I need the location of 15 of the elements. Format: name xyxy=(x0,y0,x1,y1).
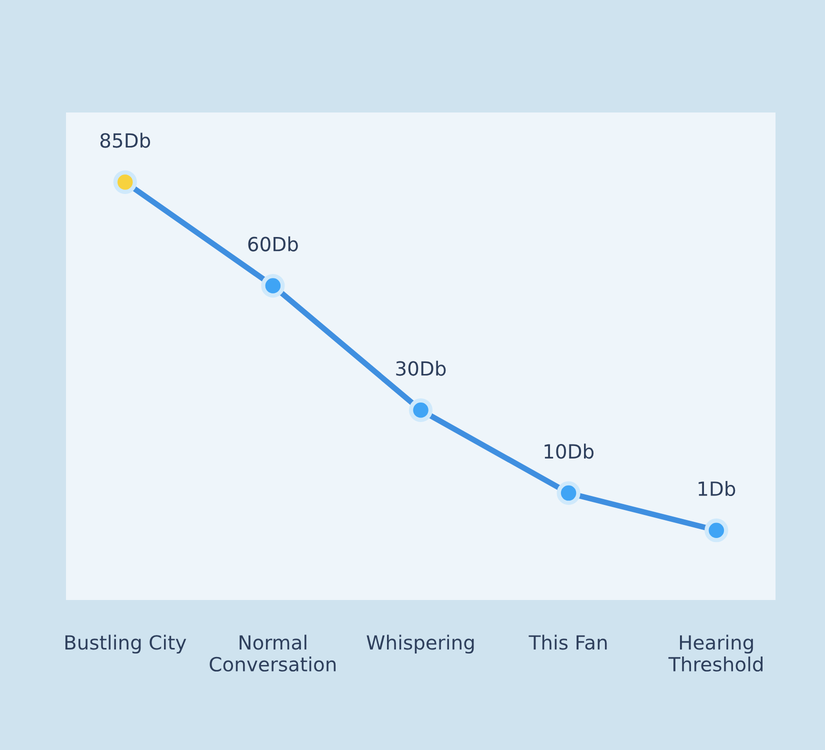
x-tick-label: Normal Conversation xyxy=(210,634,336,672)
point xyxy=(556,481,580,505)
point xyxy=(113,170,137,194)
point xyxy=(704,518,728,542)
data-label: 10Db xyxy=(544,444,594,459)
point xyxy=(261,274,285,298)
data-label: 30Db xyxy=(396,360,446,376)
x-tick-label: This Fan xyxy=(528,634,607,650)
x-tick-label: Hearing Threshold xyxy=(668,634,763,672)
x-tick-label: Whispering xyxy=(366,634,474,654)
point xyxy=(408,398,433,422)
data-label: 85Db xyxy=(100,132,150,148)
data-label: 1Db xyxy=(698,480,736,496)
data-label: 60Db xyxy=(248,236,298,252)
x-tick-label: Bustling City xyxy=(65,634,186,654)
